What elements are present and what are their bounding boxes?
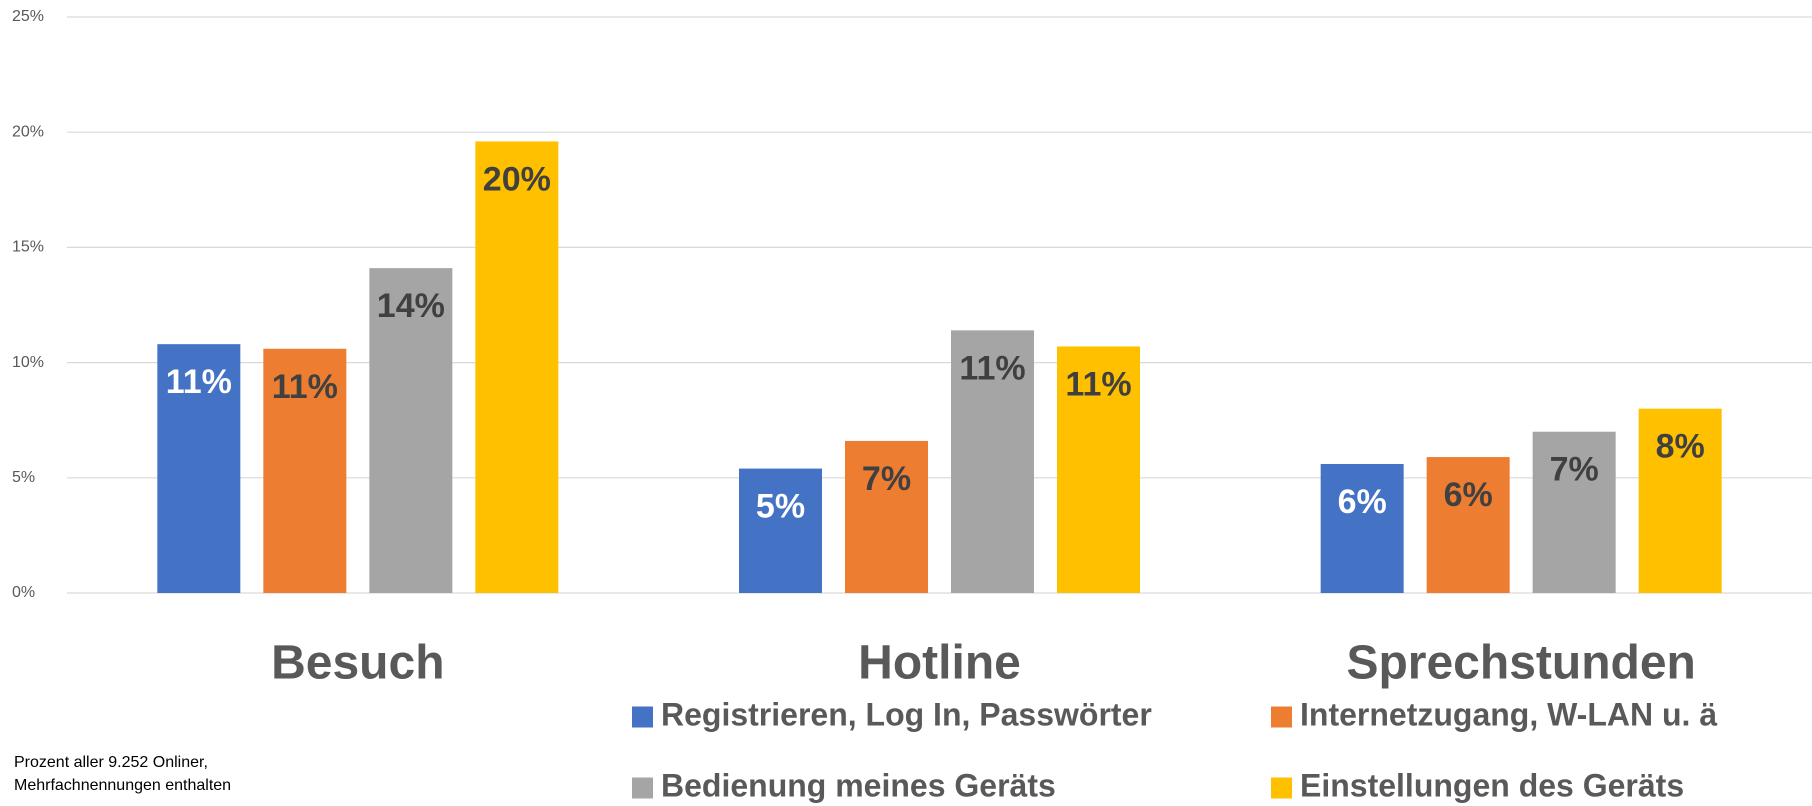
legend-label: Bedienung meines Geräts bbox=[661, 767, 1056, 803]
bar bbox=[1638, 408, 1722, 593]
data-label: 8% bbox=[1656, 428, 1705, 466]
y-tick-label: 15% bbox=[12, 239, 44, 256]
bar bbox=[1532, 431, 1616, 593]
legend-swatch bbox=[1271, 777, 1292, 799]
y-tick-label: 20% bbox=[12, 123, 44, 140]
data-label: 20% bbox=[483, 160, 551, 198]
note: Prozent aller 9.252 Onliner, bbox=[14, 754, 208, 771]
bar bbox=[157, 344, 241, 593]
data-label: 7% bbox=[862, 460, 911, 498]
bar bbox=[475, 141, 559, 593]
y-tick-label: 0% bbox=[12, 584, 35, 601]
note: Mehrfachnennungen enthalten bbox=[14, 777, 231, 794]
bar bbox=[739, 468, 822, 593]
x-tick-label: Besuch bbox=[271, 637, 444, 690]
data-label: 7% bbox=[1550, 451, 1599, 489]
legend-label: Einstellungen des Geräts bbox=[1300, 767, 1684, 803]
data-label: 11% bbox=[272, 368, 338, 406]
x-tick-label: Hotline bbox=[858, 637, 1021, 690]
bar bbox=[951, 330, 1034, 593]
y-tick-label: 5% bbox=[12, 469, 35, 486]
bar bbox=[845, 440, 928, 593]
data-label: 11% bbox=[166, 363, 232, 401]
bar bbox=[263, 348, 347, 593]
legend-swatch bbox=[632, 706, 653, 728]
bar bbox=[1426, 457, 1510, 593]
bar bbox=[369, 268, 453, 593]
data-label: 5% bbox=[756, 488, 805, 526]
legend-swatch bbox=[632, 777, 653, 799]
legend-label: Registrieren, Log In, Passwörter bbox=[661, 696, 1152, 732]
y-tick-label: 10% bbox=[12, 354, 44, 371]
data-label: 14% bbox=[377, 287, 445, 325]
data-label: 11% bbox=[959, 349, 1025, 387]
bar bbox=[1320, 463, 1404, 593]
y-tick-label: 25% bbox=[12, 8, 44, 25]
legend-swatch bbox=[1271, 706, 1292, 728]
data-label: 6% bbox=[1338, 483, 1387, 521]
data-label: 11% bbox=[1065, 365, 1131, 403]
data-label: 6% bbox=[1444, 476, 1493, 514]
legend-label: Internetzugang, W-LAN u. ä bbox=[1300, 696, 1717, 732]
bar bbox=[1057, 346, 1140, 593]
x-tick-label: Sprechstunden bbox=[1346, 637, 1695, 690]
